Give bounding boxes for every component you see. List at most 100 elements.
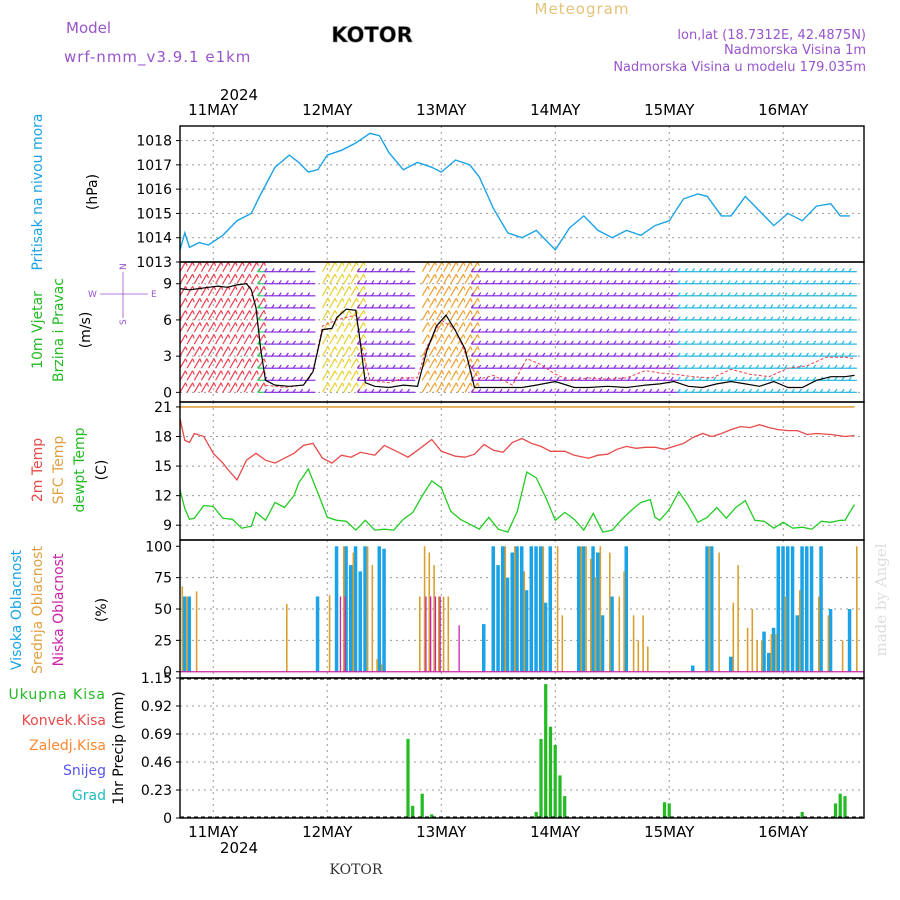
wind-barb (222, 358, 229, 369)
wind-barb-flag (613, 364, 617, 369)
wind-barb-flag (841, 316, 845, 321)
wind-barb-flag (264, 328, 268, 333)
wind-barb-flag (613, 280, 617, 285)
wind-barb (350, 322, 358, 333)
wind-barb-flag (527, 376, 532, 381)
cloud-mid-bar (751, 609, 754, 672)
wind-barb-flag (271, 376, 275, 381)
cloud-mid-bar (618, 596, 621, 672)
wind-barb-flag (677, 388, 681, 393)
cloud-high-bar (828, 609, 833, 672)
cloud-mid-bar (784, 596, 787, 672)
wind-barb-flag (363, 340, 368, 345)
wind-barb-flag (299, 316, 304, 321)
wind-barb-flag (392, 376, 396, 381)
wind-barb-flag (306, 328, 311, 333)
wind-barb-flag (434, 358, 438, 363)
wind-barb-flag (584, 352, 589, 357)
wind-barb-flag (713, 376, 717, 381)
precip-hail-label: Grad (72, 788, 106, 804)
wind-barb-flag (285, 364, 289, 369)
wind-barb-flag (192, 273, 195, 279)
wind-barb-flag (613, 352, 617, 357)
wind-barb-flag (492, 340, 496, 345)
wind-barb-flag (356, 304, 361, 309)
wind-barb-flag (477, 346, 480, 351)
day-label-top: 13MAY (416, 101, 467, 119)
temp-sfc-label: SFC Temp (51, 436, 67, 505)
wind-barb-flag (798, 292, 802, 297)
wind-barb-flag (292, 280, 296, 285)
wind-barb-flag (705, 364, 710, 369)
wind-barb-flag (591, 352, 596, 357)
wind-barb-flag (234, 261, 238, 267)
wind-barb-flag (399, 340, 403, 345)
wind-barb (193, 346, 201, 357)
wind-barb (421, 261, 429, 272)
cloud-mid-bar (594, 577, 597, 672)
wind-barb (243, 298, 251, 309)
wind-barb (236, 322, 244, 333)
wind-barb (186, 310, 194, 321)
wind-barb-flag (663, 376, 667, 381)
wind-barb-flag (256, 358, 259, 363)
wind-barb-flag (278, 352, 282, 357)
wind-barb-flag (620, 328, 624, 333)
wind-barb (435, 310, 443, 321)
wind-barb-flag (734, 376, 738, 381)
wind-barb-flag (371, 268, 375, 273)
wind-barb-flag (249, 382, 252, 387)
cloud-mid-bar (371, 565, 374, 672)
wind-barb-flag (634, 304, 638, 309)
wind-barb-flag (227, 310, 231, 315)
wind-barb-flag (492, 364, 496, 369)
wind-barb-flag (577, 340, 581, 345)
tick-label: 0.69 (141, 727, 172, 743)
cloud-high-bar (515, 546, 519, 672)
wind-barb-flag (356, 352, 361, 357)
wind-barb (428, 285, 436, 297)
wind-barb-flag (556, 304, 560, 309)
wind-barb-flag (492, 328, 496, 333)
wind-barb-flag (477, 328, 482, 333)
wind-barb-flag (734, 304, 738, 309)
wind-barb (457, 310, 464, 321)
wind-barb (421, 285, 429, 297)
cloud-mid-bar (708, 546, 711, 672)
wind-barb-flag (470, 304, 475, 309)
wind-barb-flag (563, 292, 567, 297)
wind-barb (464, 261, 472, 272)
wind-barb-flag (199, 322, 202, 327)
wind-barb (186, 358, 194, 369)
wind-barb (186, 382, 194, 393)
tick-label: 100 (145, 539, 172, 555)
cloud-mid-bar (286, 604, 288, 672)
wind-barb-flag (184, 382, 188, 387)
wind-barb-flag (777, 340, 781, 345)
wind-barb-flag (206, 370, 210, 375)
wind-barb-flag (620, 316, 624, 321)
wind-barb-flag (606, 316, 610, 321)
cloud-high-bar (600, 615, 605, 672)
wind-barb-flag (770, 316, 774, 321)
wind-barb-flag (570, 364, 574, 369)
wind-barb-flag (698, 388, 703, 393)
wind-barb-flag (206, 346, 210, 351)
wind-barb-flag (399, 268, 403, 273)
wind-barb-flag (334, 261, 338, 267)
day-labels: 11MAY 11MAY 12MAY 12MAY 13MAY 13MAY 14MAY 14MAY… (188, 101, 809, 841)
cloud-mid-bar (195, 591, 198, 672)
wind-barb-flag (292, 352, 296, 357)
wind-barb (200, 322, 208, 333)
wind-barb-flag (327, 382, 331, 387)
wind-barb-flag (577, 304, 581, 309)
cloud-high-bar (524, 590, 529, 672)
wind-barb-flag (378, 364, 382, 369)
wind-barb (186, 273, 194, 285)
wind-barb-flag (327, 358, 331, 363)
wind-barb-flag (798, 364, 802, 369)
cloud-high-bar (491, 546, 495, 672)
wind-barb-flag (534, 316, 539, 321)
precip-bar (662, 802, 667, 818)
wind-barb-flag (477, 273, 480, 279)
